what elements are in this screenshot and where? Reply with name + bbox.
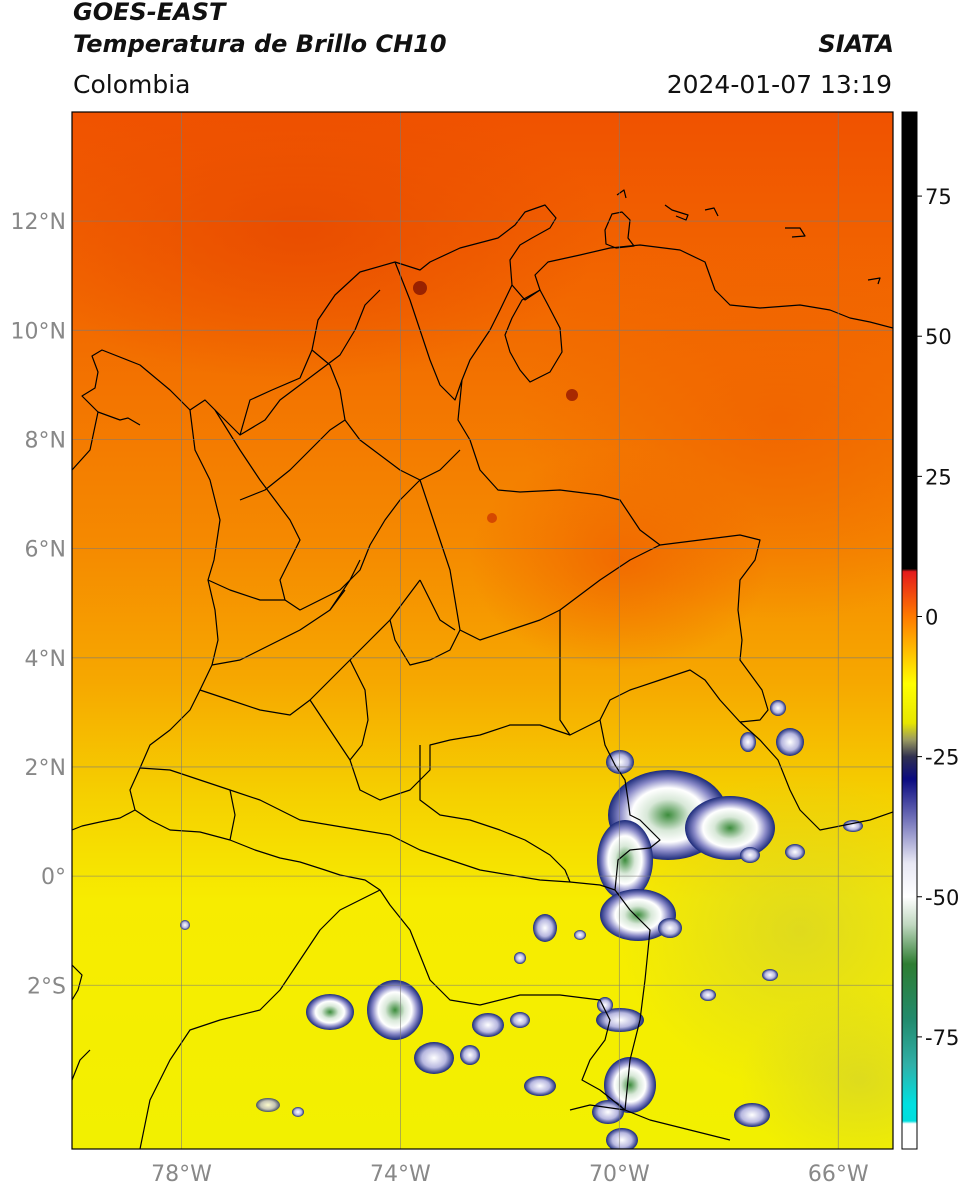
colorbar-tick-label: -50 <box>925 886 959 910</box>
lat-tick-label: 8°N <box>25 428 66 453</box>
lon-tick-label: 74°W <box>370 1162 431 1187</box>
lat-tick-label: 6°N <box>25 538 66 563</box>
coastline-caribbean <box>72 204 893 471</box>
boundaries <box>72 189 893 1149</box>
border-ecuador-peru <box>139 889 381 1149</box>
lat-tick-label: 2°N <box>25 756 66 781</box>
graticule <box>72 112 893 1149</box>
satellite-image <box>72 112 893 1149</box>
colorbar: 75 50 25 0 -25 -50 -75 <box>901 111 959 1150</box>
colorbar-tick-label: 25 <box>925 465 952 489</box>
border-colombia-venezuela <box>457 284 769 723</box>
colorbar-tick-label: 50 <box>925 325 952 349</box>
colorbar-tick-label: -25 <box>925 746 959 770</box>
lat-tick-label: 2°S <box>27 974 66 999</box>
lon-tick-label: 70°W <box>589 1162 650 1187</box>
lat-tick-label: 10°N <box>11 319 66 344</box>
colorbar-tick-label: 75 <box>925 185 952 209</box>
border-colombia-brazil <box>599 669 741 1111</box>
border-colombia-peru <box>134 809 626 1111</box>
lat-axis: 12°N 10°N 8°N 6°N 4°N 2°N 0° 2°S <box>11 210 66 999</box>
map-frame <box>71 111 894 1150</box>
lat-tick-label: 0° <box>41 865 66 890</box>
lat-tick-label: 4°N <box>25 647 66 672</box>
lon-axis: 78°W 74°W 70°W 66°W <box>151 1162 869 1187</box>
lat-tick-label: 12°N <box>11 210 66 235</box>
lake-maracaibo <box>504 289 563 383</box>
border-venezuela-brazil <box>739 721 893 831</box>
brand-label: SIATA <box>818 30 894 58</box>
region-label: Colombia <box>73 70 191 99</box>
lon-tick-label: 66°W <box>808 1162 869 1187</box>
title-product: Temperatura de Brillo CH10 <box>73 30 447 58</box>
coastline-pacific <box>72 409 221 831</box>
datetime-label: 2024-01-07 13:19 <box>666 70 892 99</box>
title-satellite: GOES-EAST <box>73 0 226 26</box>
colorbar-tick-label: -75 <box>925 1026 959 1050</box>
colorbar-tick-label: 0 <box>925 605 938 629</box>
lon-tick-label: 78°W <box>151 1162 212 1187</box>
